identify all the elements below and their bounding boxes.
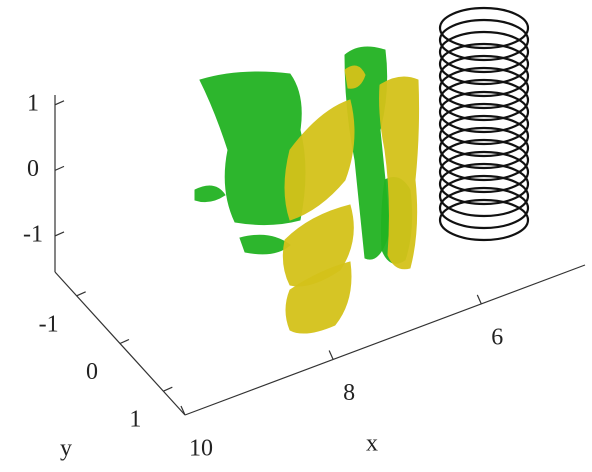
isosurface-blob bbox=[284, 99, 355, 221]
coil-turn bbox=[438, 78, 530, 122]
isosurface-blob bbox=[199, 71, 306, 226]
z-tick-label: 1 bbox=[27, 90, 39, 116]
coil-turn bbox=[438, 114, 530, 158]
coil-turn bbox=[438, 102, 530, 146]
coil-turn bbox=[438, 162, 530, 206]
z-tick-label: -1 bbox=[23, 221, 43, 247]
isosurface-blob bbox=[194, 185, 226, 203]
y-tick-label: 0 bbox=[86, 359, 98, 385]
coil-turn bbox=[438, 18, 530, 62]
coil-turn bbox=[438, 186, 530, 230]
coil-turn bbox=[438, 66, 530, 110]
coil-turn bbox=[438, 42, 530, 86]
y-axis-label: y bbox=[60, 436, 72, 462]
y-tick bbox=[163, 386, 173, 392]
coil-turn bbox=[438, 138, 530, 182]
coil bbox=[438, 6, 530, 242]
y-tick-label: 1 bbox=[129, 407, 141, 433]
x-axis-label: x bbox=[366, 431, 378, 457]
coil-turn bbox=[438, 6, 530, 50]
y-tick-label: -1 bbox=[39, 311, 59, 337]
y-tick bbox=[119, 338, 130, 345]
x-tick bbox=[328, 350, 334, 360]
isosurface-blob bbox=[379, 76, 420, 270]
z-tick bbox=[54, 231, 65, 237]
axes: 6 8 10 -1 0 1 -1 0 1 bbox=[23, 90, 586, 462]
coil-turn bbox=[438, 198, 530, 242]
x-tick-label: 10 bbox=[189, 436, 213, 462]
z-tick-label: 0 bbox=[27, 156, 39, 182]
coil-turn bbox=[438, 90, 530, 134]
isosurface-blob bbox=[344, 65, 366, 89]
x-axis-line bbox=[184, 264, 586, 416]
isosurface-blob bbox=[239, 234, 291, 255]
coil-turn bbox=[438, 150, 530, 194]
isosurfaces bbox=[194, 46, 420, 334]
y-tick bbox=[76, 291, 86, 297]
coil-turn bbox=[438, 30, 530, 74]
x-tick-label: 6 bbox=[491, 324, 503, 350]
coil-turn bbox=[438, 174, 530, 218]
z-tick bbox=[54, 165, 65, 171]
x-tick bbox=[180, 405, 186, 416]
x-tick bbox=[476, 294, 482, 305]
coil-turn bbox=[438, 54, 530, 98]
x-tick-label: 8 bbox=[343, 380, 355, 406]
coil-turn bbox=[438, 126, 530, 170]
z-tick bbox=[54, 100, 65, 106]
isosurface-blob bbox=[285, 261, 352, 334]
